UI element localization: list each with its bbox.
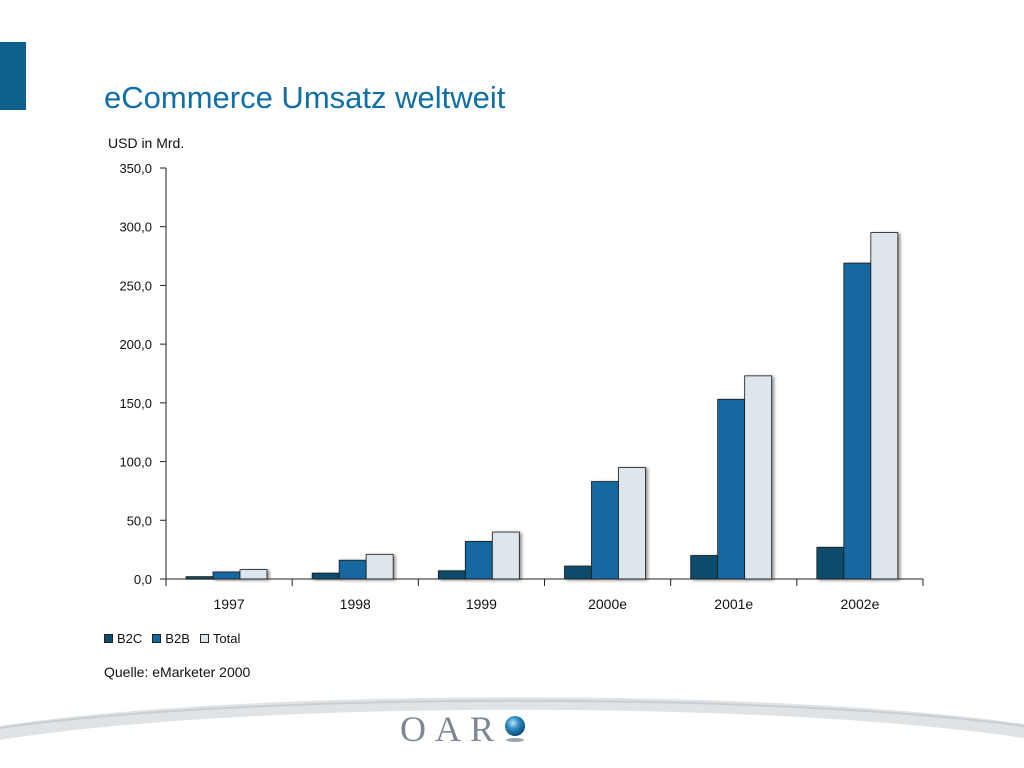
logo-text: OAR — [400, 709, 504, 749]
legend-label-b2b: B2B — [165, 631, 190, 646]
legend-item-b2b: B2B — [152, 631, 190, 646]
legend-item-total: Total — [199, 631, 241, 646]
legend-swatch-b2c — [104, 634, 113, 643]
bar-b2c-1998 — [311, 572, 340, 580]
legend: B2C B2B Total — [104, 631, 250, 646]
bar-total-2001e — [744, 375, 773, 580]
bar-b2b-1999 — [464, 541, 493, 580]
bar-b2b-2002e — [843, 262, 872, 580]
slide-title: eCommerce Umsatz weltweit — [104, 80, 506, 115]
bar-b2c-2001e — [690, 555, 719, 580]
bar-b2c-2002e — [816, 546, 845, 580]
x-tick-label-1999: 1999 — [466, 596, 497, 612]
y-tick-label: 150,0 — [119, 396, 152, 411]
y-axis-unit-label: USD in Mrd. — [108, 135, 185, 151]
y-tick-label: 100,0 — [119, 455, 152, 470]
y-tick-label: 50,0 — [127, 513, 152, 528]
legend-label-b2c: B2C — [117, 631, 143, 646]
legend-item-b2c: B2C — [104, 631, 142, 646]
x-tick-label-2002e: 2002e — [840, 596, 879, 612]
bar-b2c-2000e — [564, 565, 592, 580]
bar-chart: 0,0 50,0 100,0 150,0 200,0 250,0 300,0 350,0 199… — [119, 161, 924, 612]
x-tick-label-2000e: 2000e — [588, 596, 627, 612]
x-tick-label-1998: 1998 — [340, 596, 371, 612]
bar-total-1997 — [239, 569, 268, 580]
bar-total-1999 — [491, 531, 520, 580]
globe-icon — [505, 716, 526, 742]
bar-b2b-1998 — [338, 559, 367, 580]
x-tick-label-1997: 1997 — [214, 596, 245, 612]
axes-group: 0,0 50,0 100,0 150,0 200,0 250,0 300,0 350,0 199… — [119, 161, 924, 612]
source-note: Quelle: eMarketer 2000 — [104, 664, 251, 680]
bar-b2b-2000e — [591, 481, 619, 580]
footer-wave-decoration — [0, 697, 1024, 740]
bar-b2b-1997 — [212, 571, 241, 580]
bars-group — [185, 232, 899, 580]
bar-total-2002e — [870, 232, 899, 580]
legend-swatch-b2b — [152, 634, 162, 643]
x-tick-label-2001e: 2001e — [714, 596, 753, 612]
legend-label-total: Total — [212, 631, 241, 646]
bar-b2c-1999 — [437, 570, 466, 580]
legend-swatch-total — [199, 634, 209, 643]
bar-total-1998 — [365, 553, 394, 580]
oar-logo: OAR — [400, 708, 529, 750]
y-tick-label: 300,0 — [119, 220, 152, 235]
bar-b2b-2001e — [717, 398, 746, 580]
accent-bar — [0, 42, 26, 110]
bar-total-2000e — [618, 467, 646, 580]
y-tick-label: 200,0 — [119, 337, 152, 352]
y-tick-label: 350,0 — [119, 161, 152, 176]
y-tick-label: 250,0 — [119, 278, 152, 293]
y-tick-label: 0,0 — [134, 572, 152, 587]
